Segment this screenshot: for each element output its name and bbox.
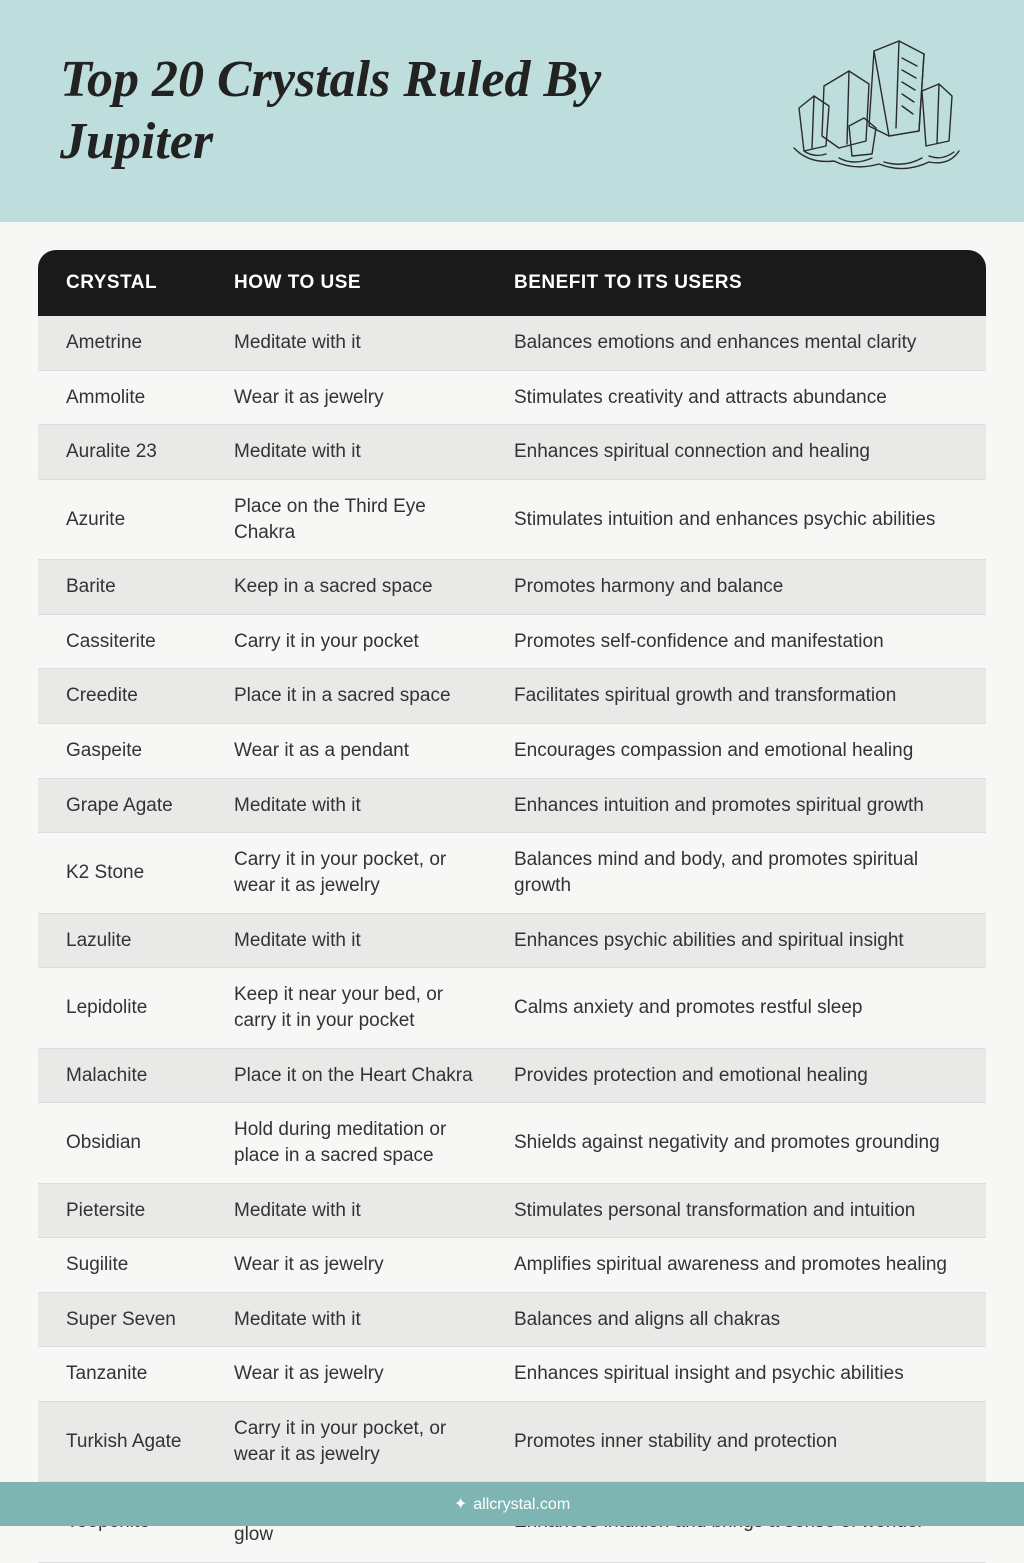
cell-crystal: Lazulite bbox=[38, 913, 218, 968]
table-row: Turkish AgateCarry it in your pocket, or… bbox=[38, 1402, 986, 1482]
cell-crystal: Grape Agate bbox=[38, 778, 218, 833]
footer-text: allcrystal.com bbox=[473, 1496, 570, 1513]
cell-crystal: K2 Stone bbox=[38, 833, 218, 913]
table-row: K2 StoneCarry it in your pocket, or wear… bbox=[38, 833, 986, 913]
cell-crystal: Turkish Agate bbox=[38, 1402, 218, 1482]
cell-howtouse: Place it in a sacred space bbox=[218, 669, 498, 724]
cell-howtouse: Keep in a sacred space bbox=[218, 560, 498, 615]
crystal-cluster-icon bbox=[754, 36, 974, 186]
table-row: AmetrineMeditate with itBalances emotion… bbox=[38, 316, 986, 370]
table-row: SugiliteWear it as jewelryAmplifies spir… bbox=[38, 1238, 986, 1293]
table-row: Grape AgateMeditate with itEnhances intu… bbox=[38, 778, 986, 833]
crystals-table: CRYSTAL HOW TO USE BENEFIT TO ITS USERS … bbox=[38, 250, 986, 1563]
cell-benefit: Enhances psychic abilities and spiritual… bbox=[498, 913, 986, 968]
cell-howtouse: Wear it as jewelry bbox=[218, 370, 498, 425]
col-crystal: CRYSTAL bbox=[38, 250, 218, 316]
cell-crystal: Super Seven bbox=[38, 1292, 218, 1347]
cell-crystal: Barite bbox=[38, 560, 218, 615]
cell-benefit: Promotes harmony and balance bbox=[498, 560, 986, 615]
cell-benefit: Promotes inner stability and protection bbox=[498, 1402, 986, 1482]
cell-benefit: Enhances intuition and promotes spiritua… bbox=[498, 778, 986, 833]
cell-howtouse: Wear it as a pendant bbox=[218, 724, 498, 779]
table-row: CassiteriteCarry it in your pocketPromot… bbox=[38, 614, 986, 669]
col-howtouse: HOW TO USE bbox=[218, 250, 498, 316]
cell-benefit: Amplifies spiritual awareness and promot… bbox=[498, 1238, 986, 1293]
table-row: Auralite 23Meditate with itEnhances spir… bbox=[38, 425, 986, 480]
table-row: GaspeiteWear it as a pendantEncourages c… bbox=[38, 724, 986, 779]
cell-howtouse: Meditate with it bbox=[218, 1183, 498, 1238]
cell-howtouse: Carry it in your pocket, or wear it as j… bbox=[218, 833, 498, 913]
cell-crystal: Azurite bbox=[38, 479, 218, 559]
table-row: MalachitePlace it on the Heart ChakraPro… bbox=[38, 1048, 986, 1103]
cell-crystal: Lepidolite bbox=[38, 968, 218, 1048]
cell-howtouse: Place it on the Heart Chakra bbox=[218, 1048, 498, 1103]
cell-howtouse: Keep it near your bed, or carry it in yo… bbox=[218, 968, 498, 1048]
cell-howtouse: Place on the Third Eye Chakra bbox=[218, 479, 498, 559]
cell-crystal: Creedite bbox=[38, 669, 218, 724]
cell-benefit: Balances mind and body, and promotes spi… bbox=[498, 833, 986, 913]
cell-benefit: Stimulates intuition and enhances psychi… bbox=[498, 479, 986, 559]
cell-benefit: Facilitates spiritual growth and transfo… bbox=[498, 669, 986, 724]
cell-crystal: Tanzanite bbox=[38, 1347, 218, 1402]
table-row: ObsidianHold during meditation or place … bbox=[38, 1103, 986, 1183]
table-container: CRYSTAL HOW TO USE BENEFIT TO ITS USERS … bbox=[0, 222, 1024, 1563]
table-header-row: CRYSTAL HOW TO USE BENEFIT TO ITS USERS bbox=[38, 250, 986, 316]
cell-howtouse: Carry it in your pocket bbox=[218, 614, 498, 669]
table-row: LazuliteMeditate with itEnhances psychic… bbox=[38, 913, 986, 968]
cell-benefit: Stimulates creativity and attracts abund… bbox=[498, 370, 986, 425]
cell-howtouse: Meditate with it bbox=[218, 778, 498, 833]
cell-crystal: Ammolite bbox=[38, 370, 218, 425]
cell-howtouse: Meditate with it bbox=[218, 425, 498, 480]
cell-howtouse: Wear it as jewelry bbox=[218, 1238, 498, 1293]
cell-benefit: Stimulates personal transformation and i… bbox=[498, 1183, 986, 1238]
cell-crystal: Ametrine bbox=[38, 316, 218, 370]
cell-crystal: Gaspeite bbox=[38, 724, 218, 779]
cell-benefit: Balances and aligns all chakras bbox=[498, 1292, 986, 1347]
cell-crystal: Sugilite bbox=[38, 1238, 218, 1293]
cell-benefit: Promotes self-confidence and manifestati… bbox=[498, 614, 986, 669]
sparkle-icon: ✦ bbox=[454, 1496, 467, 1513]
cell-crystal: Cassiterite bbox=[38, 614, 218, 669]
table-row: CreeditePlace it in a sacred spaceFacili… bbox=[38, 669, 986, 724]
cell-benefit: Shields against negativity and promotes … bbox=[498, 1103, 986, 1183]
cell-howtouse: Meditate with it bbox=[218, 316, 498, 370]
footer: ✦ allcrystal.com bbox=[0, 1482, 1024, 1526]
cell-benefit: Calms anxiety and promotes restful sleep bbox=[498, 968, 986, 1048]
cell-benefit: Enhances spiritual connection and healin… bbox=[498, 425, 986, 480]
cell-howtouse: Meditate with it bbox=[218, 1292, 498, 1347]
cell-benefit: Balances emotions and enhances mental cl… bbox=[498, 316, 986, 370]
cell-crystal: Auralite 23 bbox=[38, 425, 218, 480]
cell-howtouse: Carry it in your pocket, or wear it as j… bbox=[218, 1402, 498, 1482]
table-row: AmmoliteWear it as jewelryStimulates cre… bbox=[38, 370, 986, 425]
table-row: AzuritePlace on the Third Eye ChakraStim… bbox=[38, 479, 986, 559]
table-row: PietersiteMeditate with itStimulates per… bbox=[38, 1183, 986, 1238]
table-row: TanzaniteWear it as jewelryEnhances spir… bbox=[38, 1347, 986, 1402]
col-benefit: BENEFIT TO ITS USERS bbox=[498, 250, 986, 316]
cell-benefit: Enhances spiritual insight and psychic a… bbox=[498, 1347, 986, 1402]
cell-crystal: Obsidian bbox=[38, 1103, 218, 1183]
cell-benefit: Encourages compassion and emotional heal… bbox=[498, 724, 986, 779]
table-row: BariteKeep in a sacred spacePromotes har… bbox=[38, 560, 986, 615]
cell-howtouse: Wear it as jewelry bbox=[218, 1347, 498, 1402]
table-row: Super SevenMeditate with itBalances and … bbox=[38, 1292, 986, 1347]
cell-crystal: Pietersite bbox=[38, 1183, 218, 1238]
page-title: Top 20 Crystals Ruled By Jupiter bbox=[60, 49, 680, 174]
cell-howtouse: Meditate with it bbox=[218, 913, 498, 968]
table-row: LepidoliteKeep it near your bed, or carr… bbox=[38, 968, 986, 1048]
header: Top 20 Crystals Ruled By Jupiter bbox=[0, 0, 1024, 222]
cell-benefit: Provides protection and emotional healin… bbox=[498, 1048, 986, 1103]
cell-howtouse: Hold during meditation or place in a sac… bbox=[218, 1103, 498, 1183]
cell-crystal: Malachite bbox=[38, 1048, 218, 1103]
